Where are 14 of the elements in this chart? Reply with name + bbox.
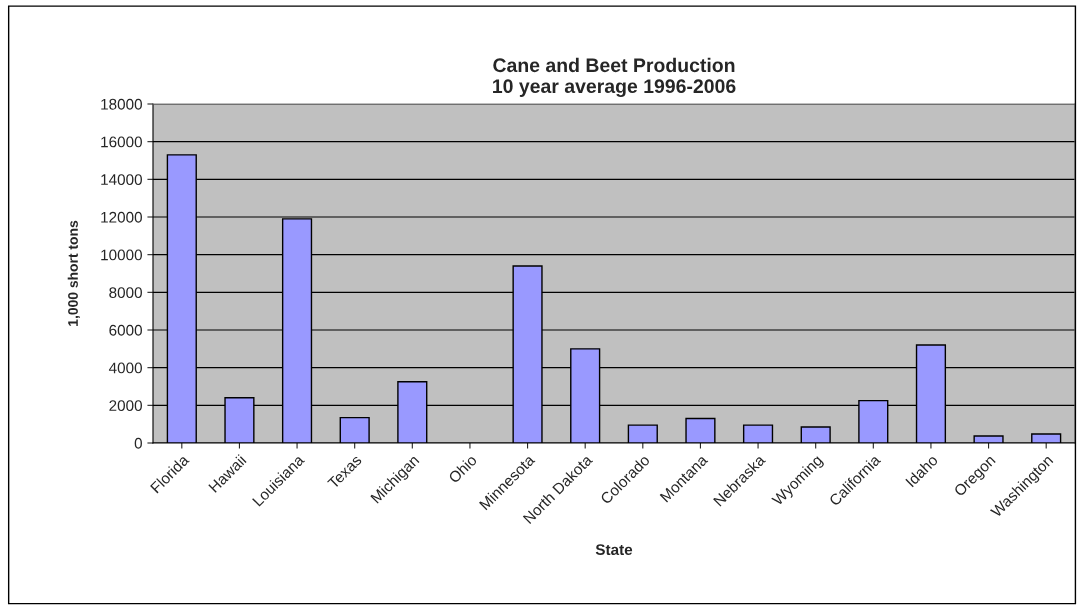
- y-axis-title: 1,000 short tons: [67, 220, 80, 326]
- y-tick-label: 0: [134, 437, 142, 449]
- y-tick-label: 6000: [109, 324, 142, 336]
- y-tick-label: 16000: [101, 136, 142, 148]
- y-tick-label: 14000: [101, 174, 142, 186]
- y-tick-label: 2000: [109, 400, 142, 412]
- chart-title: Cane and Beet Production 10 year average 1996-2006: [493, 57, 736, 98]
- y-tick-label: 10000: [101, 249, 142, 261]
- y-tick-label: 4000: [108, 362, 142, 374]
- x-axis-title: State: [595, 544, 633, 556]
- y-tick-label: 12000: [101, 211, 142, 223]
- x-tick-label: Ohio: [447, 453, 478, 484]
- y-tick-label: 18000: [101, 98, 142, 110]
- y-tick-label: 8000: [109, 287, 142, 299]
